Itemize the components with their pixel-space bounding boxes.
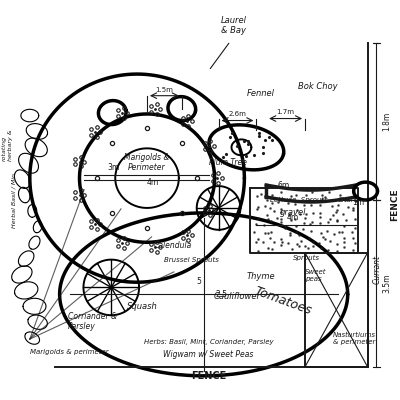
Text: 6m: 6m [277,181,289,190]
Text: 1m: 1m [353,198,365,207]
Text: FENCE: FENCE [390,189,400,221]
Text: 4m: 4m [147,178,159,187]
Text: 1.8m: 1.8m [382,112,392,131]
Text: Calendula: Calendula [154,241,192,250]
Text: Currant: Currant [372,255,382,284]
Text: 3.5m: 3.5m [382,274,392,293]
Text: Marigolds & perimeter: Marigolds & perimeter [30,349,108,355]
Text: 5: 5 [196,278,201,286]
Text: Chard: Chard [338,197,359,203]
Text: Sweet
peas: Sweet peas [305,270,326,282]
Text: Nasturtiums
& perimeter: Nasturtiums & perimeter [333,332,376,345]
Text: Sprouts: Sprouts [293,254,320,261]
Text: FENCE: FENCE [191,371,226,381]
Text: gravel: gravel [280,208,306,217]
Text: Herbs: Basil, Mint, Coriander, Parsley: Herbs: Basil, Mint, Coriander, Parsley [144,339,274,345]
Text: Lettuce, Sprouts: Lettuce, Sprouts [270,197,328,203]
Text: 3m: 3m [107,163,120,172]
Text: Bok Choy: Bok Choy [298,82,338,91]
Text: Herbal Basil / Min.: Herbal Basil / Min. [12,172,17,228]
Text: Thyme: Thyme [246,272,275,282]
Text: Corriander &
Parsley: Corriander & Parsley [68,312,116,331]
Text: Cauliflower: Cauliflower [214,292,260,301]
Text: Plum Tree: Plum Tree [209,158,247,167]
Text: Squash: Squash [127,302,158,311]
Text: Fennel: Fennel [246,89,274,98]
Text: Brussel Sprouts: Brussel Sprouts [164,256,219,262]
Text: 2.6m: 2.6m [228,110,246,116]
Text: 2.5: 2.5 [216,290,228,299]
Text: 4m: 4m [287,213,299,222]
Text: Laurel
& Bay: Laurel & Bay [220,16,246,35]
Text: Wigwam w/ Sweet Peas: Wigwam w/ Sweet Peas [164,350,254,359]
Text: rotating
herbary &: rotating herbary & [2,130,13,161]
Text: Tomatoes: Tomatoes [253,284,314,317]
Text: 1.7m: 1.7m [276,108,294,114]
Text: Marigolds &
Perimeter: Marigolds & Perimeter [124,153,170,172]
Text: 1.5m: 1.5m [155,87,173,93]
